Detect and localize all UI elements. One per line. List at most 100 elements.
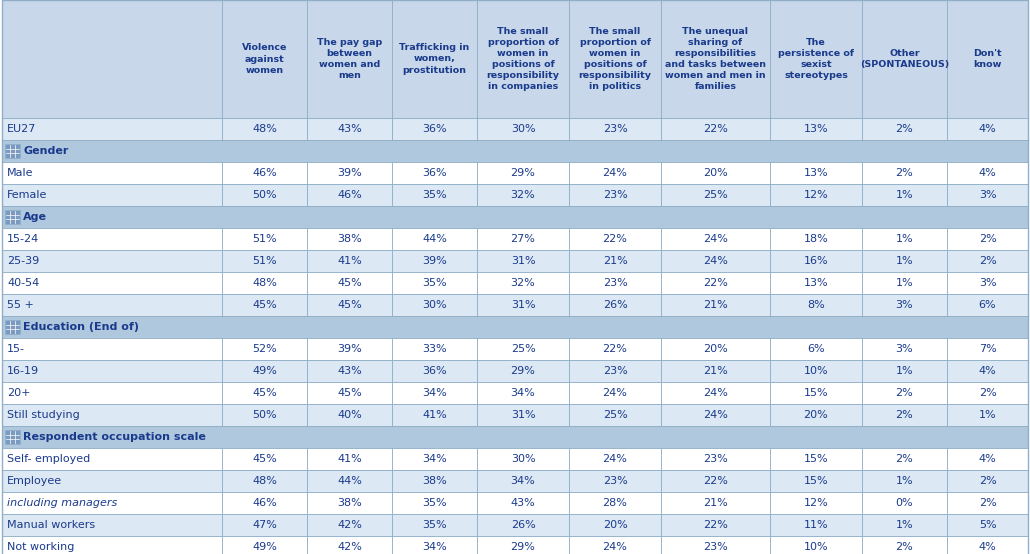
Bar [5,320,20,334]
Text: 50%: 50% [252,190,277,200]
Bar [477,338,569,360]
Bar [5,144,20,158]
Bar [2,514,222,536]
Bar [661,338,770,360]
Text: 44%: 44% [422,234,447,244]
Bar [2,382,222,404]
Text: 22%: 22% [703,520,728,530]
Text: 35%: 35% [422,278,447,288]
Text: 22%: 22% [703,476,728,486]
Bar [862,250,947,272]
Text: Don't
know: Don't know [973,49,1002,69]
Text: 44%: 44% [337,476,362,486]
Text: 29%: 29% [511,542,536,552]
Bar [661,118,770,140]
Bar [392,448,477,470]
Text: 20%: 20% [703,344,728,354]
Bar [770,250,862,272]
Text: 24%: 24% [703,256,728,266]
Text: The small
proportion of
women in
positions of
responsibility
in companies: The small proportion of women in positio… [486,27,559,91]
Bar [569,250,661,272]
Text: 32%: 32% [511,190,536,200]
Text: 2%: 2% [896,124,914,134]
Bar [569,536,661,554]
Bar [307,382,392,404]
Text: 39%: 39% [337,168,362,178]
Text: 34%: 34% [511,476,536,486]
Bar [477,492,569,514]
Text: 34%: 34% [511,388,536,398]
Text: Education (End of): Education (End of) [23,322,139,332]
Text: 38%: 38% [337,234,362,244]
Bar [661,536,770,554]
Bar [661,0,770,118]
Bar [2,250,222,272]
Text: 2%: 2% [978,234,996,244]
Bar [477,184,569,206]
Bar [2,184,222,206]
Text: 4%: 4% [978,168,996,178]
Bar [2,404,222,426]
Bar [569,294,661,316]
Bar [947,360,1028,382]
Bar [862,470,947,492]
Bar [222,250,307,272]
Text: 5%: 5% [978,520,996,530]
Bar [661,514,770,536]
Bar [2,250,1028,272]
Bar [862,448,947,470]
Text: 3%: 3% [978,278,996,288]
Bar [2,206,1028,228]
Text: 50%: 50% [252,410,277,420]
Bar [569,360,661,382]
Text: 36%: 36% [422,366,447,376]
Text: Respondent occupation scale: Respondent occupation scale [23,432,206,442]
Bar [392,338,477,360]
Text: 49%: 49% [252,366,277,376]
Bar [2,206,1028,228]
Bar [661,250,770,272]
Bar [2,360,222,382]
Bar [477,448,569,470]
Text: 39%: 39% [422,256,447,266]
Bar [569,338,661,360]
Bar [2,470,1028,492]
Bar [307,492,392,514]
Bar [5,430,20,444]
Text: 45%: 45% [337,388,362,398]
Bar [947,0,1028,118]
Text: 25-39: 25-39 [7,256,39,266]
Text: 3%: 3% [896,300,914,310]
Bar [2,448,222,470]
Bar [862,404,947,426]
Text: 32%: 32% [511,278,536,288]
Bar [2,448,1028,470]
Text: 30%: 30% [511,124,536,134]
Text: The
persistence of
sexist
stereotypes: The persistence of sexist stereotypes [778,38,854,80]
Bar [770,272,862,294]
Text: 38%: 38% [337,498,362,508]
Text: 11%: 11% [803,520,828,530]
Text: 2%: 2% [896,542,914,552]
Bar [477,272,569,294]
Text: 46%: 46% [252,498,277,508]
Bar [307,536,392,554]
Text: Other
(SPONTANEOUS): Other (SPONTANEOUS) [860,49,949,69]
Bar [947,492,1028,514]
Bar [307,448,392,470]
Text: Female: Female [7,190,47,200]
Text: 25%: 25% [511,344,536,354]
Text: 29%: 29% [511,366,536,376]
Text: 12%: 12% [803,190,828,200]
Text: Trafficking in
women,
prostitution: Trafficking in women, prostitution [400,43,470,75]
Text: 2%: 2% [896,410,914,420]
Text: including managers: including managers [7,498,117,508]
Bar [569,162,661,184]
Bar [2,0,1028,118]
Bar [392,162,477,184]
Bar [661,470,770,492]
Text: 28%: 28% [603,498,627,508]
Bar [2,382,1028,404]
Bar [2,316,1028,338]
Text: 40-54: 40-54 [7,278,39,288]
